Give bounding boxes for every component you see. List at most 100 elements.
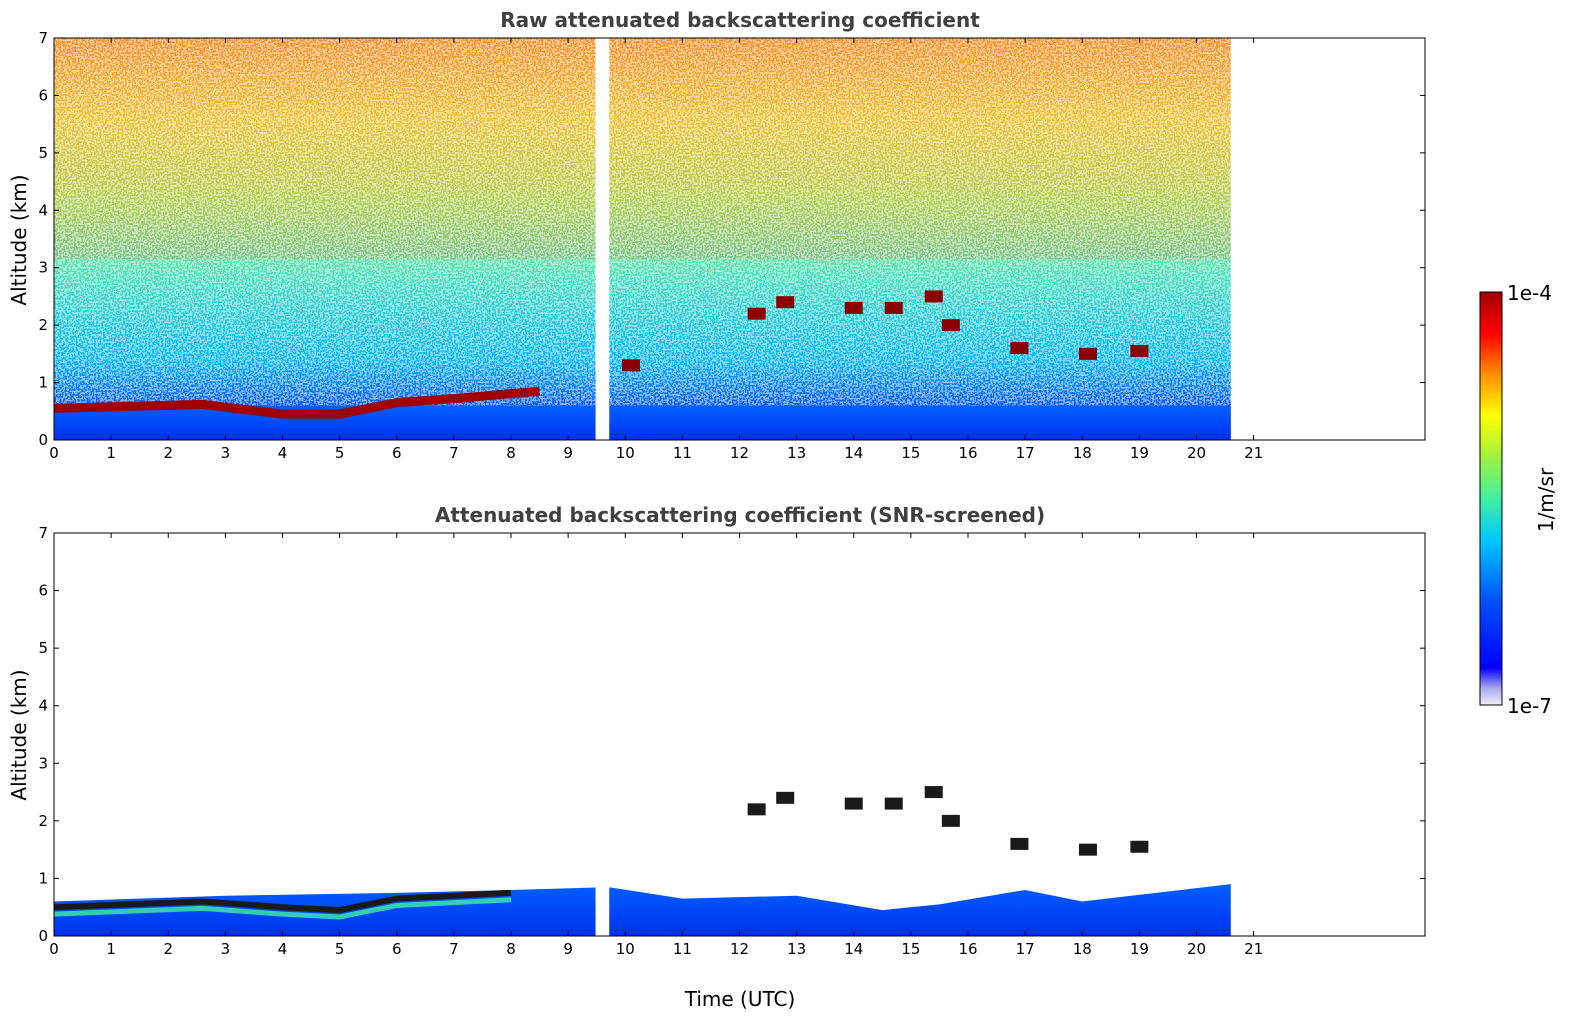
cloud-layer: [924, 786, 943, 799]
x-tick-label: 17: [1016, 444, 1035, 462]
x-tick-label: 9: [563, 444, 573, 462]
data-gap: [595, 38, 610, 440]
y-tick-label: 1: [38, 374, 48, 392]
y-tick-label: 5: [38, 144, 48, 162]
x-tick-label: 13: [787, 444, 806, 462]
cloud-layer: [884, 797, 903, 810]
cloud-layer: [621, 359, 640, 372]
cloud-layer: [1130, 344, 1149, 357]
plot-area: [53, 37, 1426, 441]
x-tick-label: 5: [335, 444, 345, 462]
plot-area: [53, 532, 1426, 937]
screened-backscatter-panel: Attenuated backscattering coefficient (S…: [7, 503, 1426, 1011]
colorbar-min-label: 1e-7: [1507, 694, 1552, 718]
screened-signal: [54, 884, 1231, 936]
x-axis: 0 1 2 3 4 5 6 7 8 9 10 11 12 13 14 15 16 17 18 19 20 21: [49, 38, 1263, 462]
y-tick-label: 6: [38, 86, 48, 104]
x-axis: 0 1 2 3 4 5 6 7 8 9 10 11 12 13 14 15 16 17 18 19 20 21: [49, 533, 1263, 958]
boundary-layer-cloud: [53, 889, 512, 914]
cloud-layer: [844, 301, 863, 314]
x-axis-label: Time (UTC): [684, 987, 796, 1011]
y-tick-label: 4: [38, 697, 48, 715]
x-tick-label: 16: [958, 444, 977, 462]
x-tick-label: 19: [1130, 940, 1149, 958]
y-tick-label: 4: [38, 201, 48, 219]
x-tick-label: 20: [1187, 940, 1206, 958]
x-tick-label: 10: [616, 940, 635, 958]
x-tick-label: 4: [278, 444, 288, 462]
x-tick-label: 11: [673, 940, 692, 958]
y-axis-label: Altitude (km): [7, 174, 31, 305]
y-tick-label: 2: [38, 316, 48, 334]
cloud-layer: [941, 814, 960, 827]
x-tick-label: 18: [1073, 940, 1092, 958]
panel-title: Raw attenuated backscattering coefficien…: [500, 8, 980, 32]
x-tick-label: 7: [449, 940, 459, 958]
x-tick-label: 19: [1130, 444, 1149, 462]
colorbar-unit-label: 1/m/sr: [1534, 467, 1558, 532]
x-tick-label: 12: [730, 940, 749, 958]
cloud-layer: [1010, 342, 1029, 355]
y-tick-label: 3: [38, 259, 48, 277]
y-tick-label: 5: [38, 639, 48, 657]
x-tick-label: 6: [392, 940, 402, 958]
panel-title: Attenuated backscattering coefficient (S…: [435, 503, 1045, 527]
y-tick-label: 7: [38, 524, 48, 542]
cloud-layer: [1130, 840, 1149, 853]
cloud-layer: [776, 791, 795, 804]
x-tick-label: 17: [1016, 940, 1035, 958]
boundary-layer-edge: [53, 897, 512, 920]
cloud-layer: [884, 301, 903, 314]
x-tick-label: 6: [392, 444, 402, 462]
x-tick-label: 2: [163, 444, 173, 462]
x-tick-label: 3: [221, 940, 231, 958]
plot-frame: [53, 532, 1426, 937]
x-tick-label: 12: [730, 444, 749, 462]
y-tick-label: 3: [38, 754, 48, 772]
cloud-layer: [747, 803, 766, 816]
colorbar-gradient: [1479, 291, 1503, 706]
cloud-layer: [747, 307, 766, 320]
x-tick-label: 21: [1244, 444, 1263, 462]
x-tick-label: 0: [49, 444, 59, 462]
y-tick-label: 0: [38, 431, 48, 449]
x-tick-label: 18: [1073, 444, 1092, 462]
x-tick-label: 10: [616, 444, 635, 462]
x-tick-label: 14: [844, 940, 863, 958]
colorbar-max-label: 1e-4: [1507, 281, 1552, 305]
cloud-layer: [776, 296, 795, 309]
x-tick-label: 15: [901, 940, 920, 958]
x-tick-label: 14: [844, 444, 863, 462]
cloud-layer: [1010, 837, 1029, 850]
y-tick-label: 0: [38, 927, 48, 945]
y-axis: 0 1 2 3 4 5 6 7: [38, 524, 1425, 945]
x-tick-label: 15: [901, 444, 920, 462]
y-tick-label: 7: [38, 29, 48, 47]
x-tick-label: 0: [49, 940, 59, 958]
x-tick-label: 2: [163, 940, 173, 958]
x-tick-label: 13: [787, 940, 806, 958]
x-tick-label: 7: [449, 444, 459, 462]
x-tick-label: 5: [335, 940, 345, 958]
cloud-layer: [1078, 843, 1097, 856]
x-tick-label: 21: [1244, 940, 1263, 958]
x-tick-label: 16: [958, 940, 977, 958]
colorbar: 1e-4 1e-7 1/m/sr: [1479, 281, 1558, 718]
noise-speckle: [54, 38, 1231, 440]
cloud-layer: [844, 797, 863, 810]
y-axis-label: Altitude (km): [7, 669, 31, 800]
y-tick-label: 6: [38, 582, 48, 600]
x-tick-label: 9: [563, 940, 573, 958]
data-gap: [595, 533, 610, 936]
raw-backscatter-panel: Raw attenuated backscattering coefficien…: [7, 8, 1426, 462]
x-tick-label: 20: [1187, 444, 1206, 462]
x-tick-label: 1: [106, 444, 116, 462]
y-tick-label: 2: [38, 812, 48, 830]
boundary-layer-cloud: [53, 386, 540, 419]
x-tick-label: 8: [506, 444, 516, 462]
x-tick-label: 4: [278, 940, 288, 958]
cloud-layer: [941, 319, 960, 332]
x-tick-label: 1: [106, 940, 116, 958]
x-tick-label: 8: [506, 940, 516, 958]
